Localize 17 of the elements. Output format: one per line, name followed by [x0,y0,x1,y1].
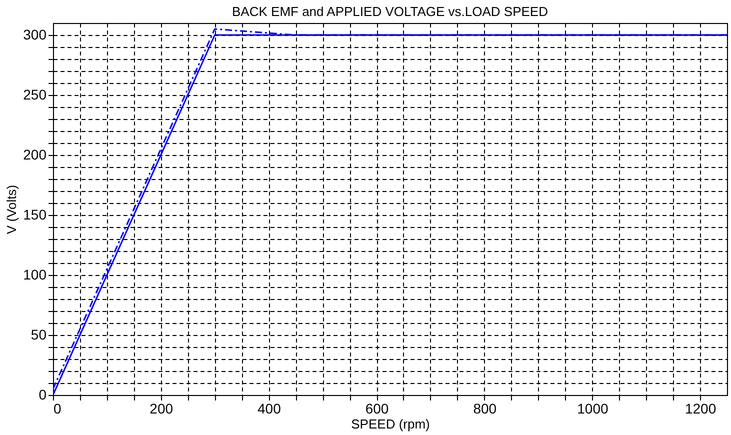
x-tick-label: 1200 [684,400,716,416]
x-tick-label: 400 [258,400,282,416]
y-tick-label: 150 [23,206,47,222]
x-axis-title: SPEED (rpm) [351,416,430,432]
y-tick-label: 50 [30,326,47,342]
x-tick-label: 0 [54,400,62,416]
y-tick-label: 200 [23,146,47,162]
y-axis-title: V (Volts) [4,184,20,234]
y-tick-label: 0 [38,386,47,402]
y-tick-label: 100 [23,266,47,282]
x-tick-label: 800 [473,400,497,416]
x-tick-label: 600 [365,400,389,416]
y-tick-label: 250 [23,86,47,102]
y-tick-label: 300 [23,26,47,42]
x-tick-label: 1000 [577,400,608,416]
x-tick-label: 200 [150,400,174,416]
chart-title: BACK EMF and APPLIED VOLTAGE vs.LOAD SPEED [232,4,548,19]
